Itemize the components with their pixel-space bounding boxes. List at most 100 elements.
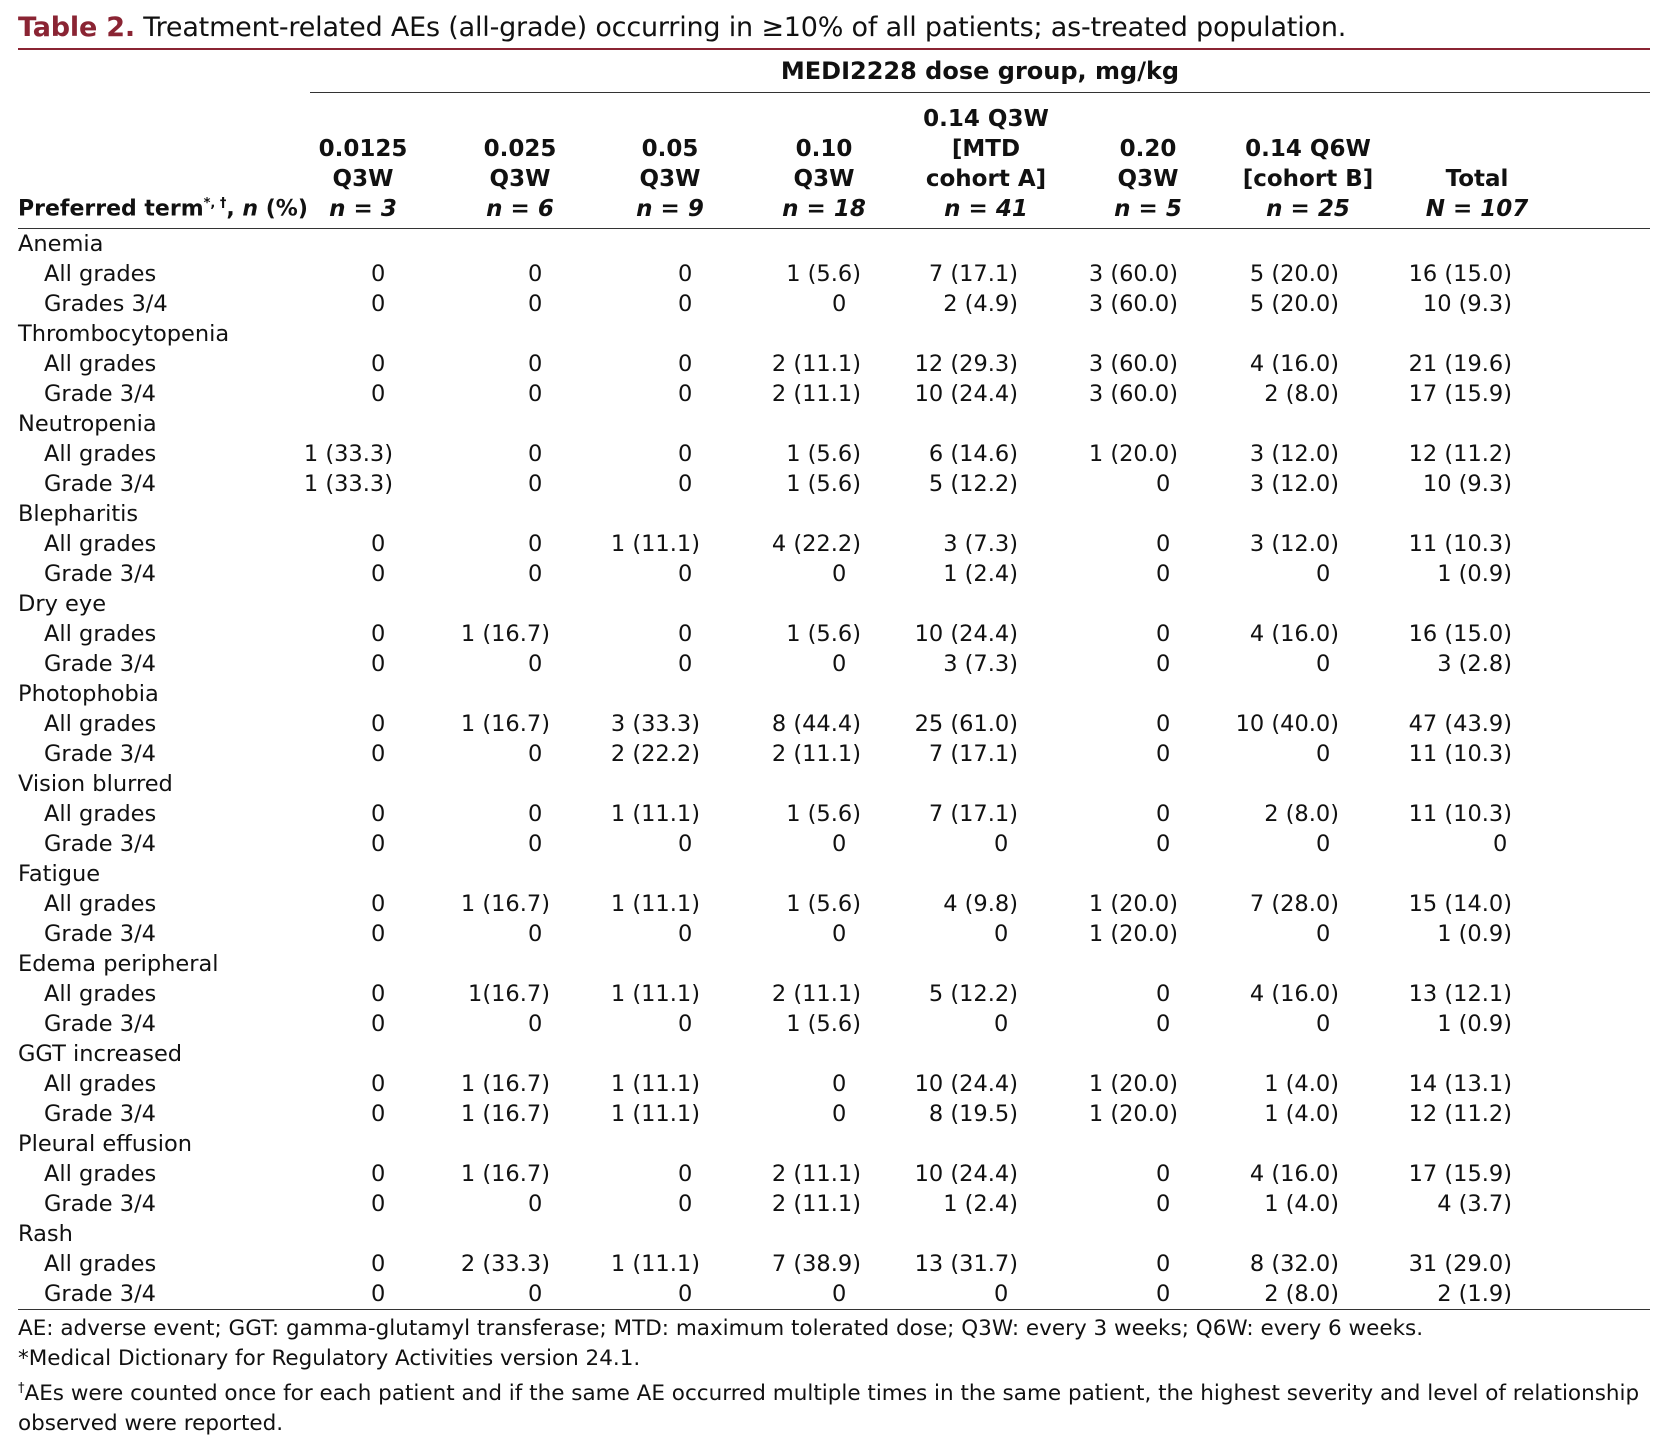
table-cell: 4 (22.2) (771, 531, 861, 557)
table-cell: 1 (0.9) (1437, 1011, 1512, 1037)
table-cell: 5 (12.2) (928, 471, 1018, 497)
table-cell: 0 (832, 1071, 847, 1097)
dose-group-title: MEDI2228 dose group, mg/kg (780, 57, 1180, 85)
table-cell: 0 (528, 801, 543, 827)
grade-label: All grades (44, 1161, 157, 1187)
table-cell: 0 (371, 291, 386, 317)
table-cell: 2 (4.9) (943, 291, 1018, 317)
table-cell: 1 (5.6) (786, 621, 861, 647)
table-cell: 2 (11.1) (771, 981, 861, 1007)
table-row: All grades 0 1(16.7) 1 (11.1) 2 (11.1) 5 (12.… (18, 979, 1650, 1009)
table-cell: 0 (994, 1281, 1009, 1307)
column-header-7: Total N = 107 (1367, 164, 1587, 224)
column-header-line: 0.14 Q3W (923, 106, 1049, 132)
table-cell: 10 (24.4) (914, 621, 1018, 647)
table-cell: 2 (11.1) (771, 741, 861, 767)
table-cell: 1 (20.0) (1088, 921, 1178, 947)
preferred-term: Edema peripheral (18, 951, 219, 977)
table-cell: 0 (528, 381, 543, 407)
table-cell: 13 (31.7) (914, 1251, 1018, 1277)
column-header-line: Q3W (1117, 166, 1179, 192)
table-cell: 0 (528, 261, 543, 287)
table-cell: 0 (371, 1101, 386, 1127)
grade-label: All grades (44, 711, 157, 737)
column-header-3: 0.10 Q3W n = 18 (714, 134, 934, 224)
table-cell: 0 (832, 831, 847, 857)
table-row: Grade 3/4 1 (33.3) 0 0 1 (5.6) 5 (12.2) 0 3 (12… (18, 469, 1650, 499)
table-cell: 1 (11.1) (610, 891, 700, 917)
column-header-1: 0.025 Q3W n = 6 (410, 134, 630, 224)
column-header-line: 0.14 Q6W (1245, 136, 1371, 162)
table-cell: 0 (678, 831, 693, 857)
table-cell: 0 (678, 441, 693, 467)
table-cell: 17 (15.9) (1408, 381, 1512, 407)
table-cell: 10 (9.3) (1422, 291, 1512, 317)
table-title: Treatment-related AEs (all-grade) occurr… (143, 12, 1347, 43)
table-row: All grades 1 (33.3) 0 0 1 (5.6) 6 (14.6) 1 (20… (18, 439, 1650, 469)
table-cell: 4 (9.8) (943, 891, 1018, 917)
table-cell: 4 (16.0) (1249, 351, 1339, 377)
table-cell: 1 (16.7) (460, 1161, 550, 1187)
grade-label: Grade 3/4 (44, 471, 156, 497)
table-cell: 1 (4.0) (1264, 1101, 1339, 1127)
table-cell: 12 (11.2) (1408, 441, 1512, 467)
table-cell: 0 (528, 1191, 543, 1217)
table-cell: 1 (4.0) (1264, 1071, 1339, 1097)
footnote-star: *Medical Dictionary for Regulatory Activ… (18, 1344, 1650, 1374)
preferred-term-label: Preferred term (18, 196, 204, 221)
table-cell: 0 (371, 1251, 386, 1277)
table-cell: 5 (20.0) (1249, 291, 1339, 317)
table-cell: 2 (8.0) (1264, 1281, 1339, 1307)
table-caption: Table 2. Treatment-related AEs (all-grad… (18, 8, 1650, 48)
column-header-n: n = 9 (636, 196, 704, 222)
table-row: All grades 0 0 0 2 (11.1) 12 (29.3) 3 (60.0) 4 … (18, 349, 1650, 379)
table-row: Grade 3/4 0 0 0 0 0 1 (20.0) 0 1 (0.9) (18, 919, 1650, 949)
table-row: Grade 3/4 0 0 0 0 3 (7.3) 0 0 3 (2.8) (18, 649, 1650, 679)
table-cell: 0 (1156, 1281, 1171, 1307)
table-cell: 2 (11.1) (771, 1191, 861, 1217)
column-header-line: Q3W (489, 166, 551, 192)
table-cell: 0 (832, 291, 847, 317)
column-header-line: 0.025 (483, 136, 557, 162)
table-figure: Table 2. Treatment-related AEs (all-grad… (18, 8, 1650, 1439)
table-cell: 47 (43.9) (1408, 711, 1512, 737)
table-row: Grade 3/4 0 0 0 0 1 (2.4) 0 0 1 (0.9) (18, 559, 1650, 589)
table-cell: 3 (7.3) (943, 651, 1018, 677)
table-cell: 31 (29.0) (1408, 1251, 1512, 1277)
table-cell: 0 (832, 651, 847, 677)
table-row: All grades 0 1 (16.7) 1 (11.1) 1 (5.6) 4 (9.8… (18, 889, 1650, 919)
table-cell: 7 (38.9) (771, 1251, 861, 1277)
table-cell: 10 (24.4) (914, 381, 1018, 407)
table-cell: 3 (2.8) (1437, 651, 1512, 677)
table-cell: 5 (12.2) (928, 981, 1018, 1007)
table-cell: 4 (16.0) (1249, 981, 1339, 1007)
table-cell: 11 (10.3) (1408, 741, 1512, 767)
table-cell: 0 (1156, 1191, 1171, 1217)
table-cell: 0 (1316, 921, 1331, 947)
preferred-term-suffix: , n (%) (226, 196, 308, 221)
preferred-term: Neutropenia (18, 411, 157, 437)
table-cell: 7 (17.1) (928, 801, 1018, 827)
group-underline (310, 92, 1650, 93)
table-cell: 0 (1156, 981, 1171, 1007)
header-rule (18, 228, 1650, 229)
dose-group-header: MEDI2228 dose group, mg/kg (18, 50, 1650, 93)
table-cell: 10 (40.0) (1235, 711, 1339, 737)
table-cell: 0 (678, 561, 693, 587)
preferred-term-sup: *, † (203, 195, 227, 211)
table-cell: 0 (1156, 651, 1171, 677)
grade-label: All grades (44, 441, 157, 467)
table-cell: 7 (17.1) (928, 261, 1018, 287)
table-cell: 0 (1156, 1011, 1171, 1037)
table-cell: 0 (1156, 531, 1171, 557)
column-header-line: Q3W (793, 166, 855, 192)
column-header-n: n = 3 (329, 196, 397, 222)
table-row: Blepharitis (18, 499, 1650, 529)
table-cell: 1 (5.6) (786, 891, 861, 917)
table-cell: 2 (22.2) (610, 741, 700, 767)
table-cell: 0 (1156, 1251, 1171, 1277)
table-cell: 0 (371, 1161, 386, 1187)
table-cell: 2 (11.1) (771, 351, 861, 377)
table-cell: 0 (371, 831, 386, 857)
table-cell: 0 (528, 561, 543, 587)
